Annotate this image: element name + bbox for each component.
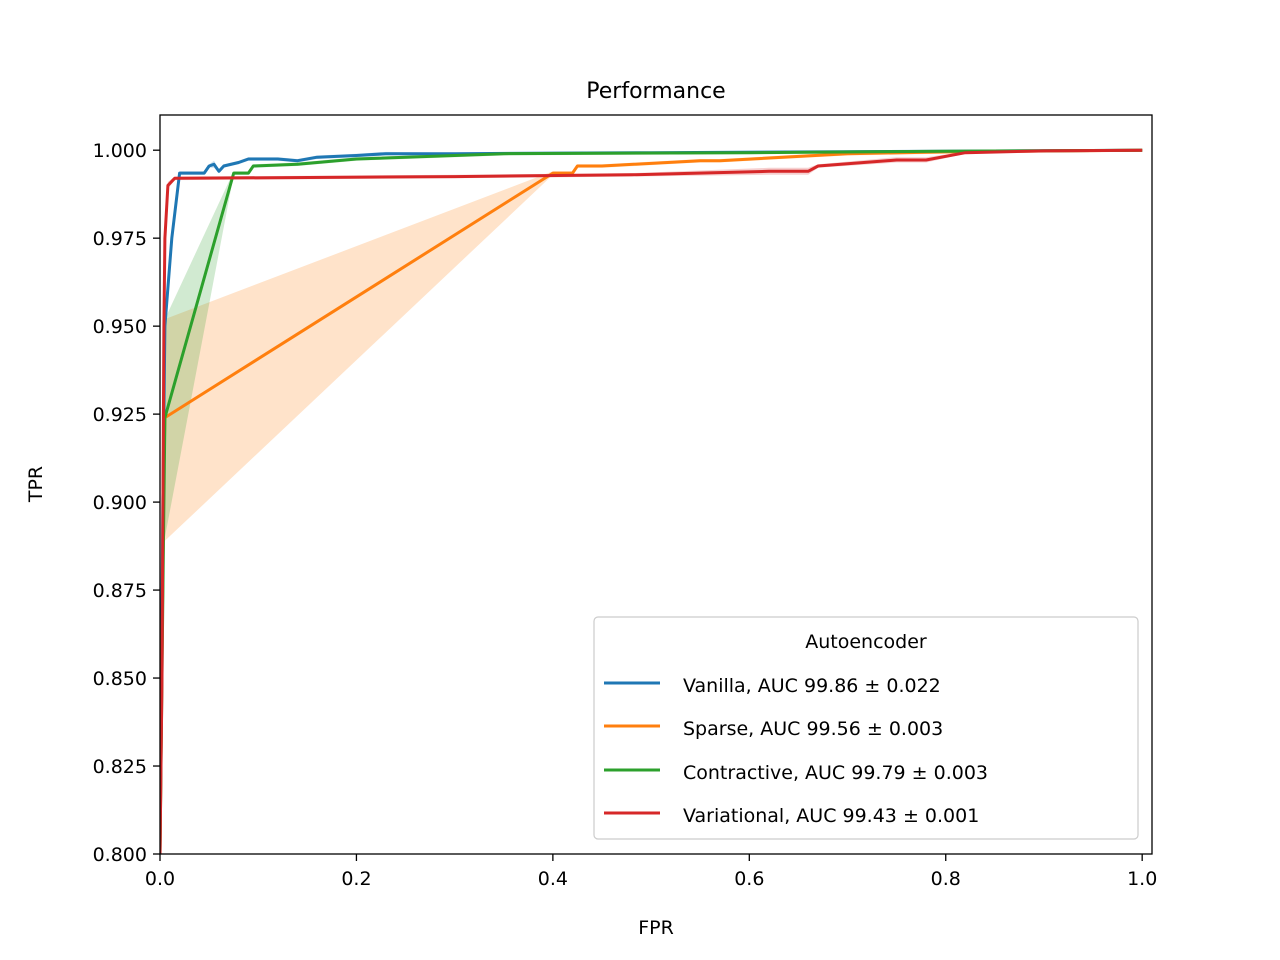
y-tick-label: 0.875	[93, 580, 147, 602]
x-axis-label: FPR	[638, 917, 674, 939]
y-axis-label: TPR	[25, 466, 47, 503]
x-tick-label: 0.4	[538, 868, 568, 890]
x-tick-label: 0.2	[341, 868, 371, 890]
legend-label-contractive: Contractive, AUC 99.79 ± 0.003	[683, 762, 988, 784]
y-tick-label: 0.900	[93, 492, 147, 514]
legend-title: Autoencoder	[805, 631, 927, 653]
legend-label-sparse: Sparse, AUC 99.56 ± 0.003	[683, 718, 943, 740]
x-axis-ticks: 0.0 0.2 0.4 0.6 0.8 1.0	[145, 854, 1157, 890]
x-tick-label: 1.0	[1127, 868, 1157, 890]
y-tick-label: 0.800	[93, 844, 147, 866]
series-lines	[160, 148, 1143, 854]
legend-label-vanilla: Vanilla, AUC 99.86 ± 0.022	[683, 675, 941, 697]
y-tick-label: 0.925	[93, 404, 147, 426]
plot-frame	[159, 114, 1153, 855]
x-tick-label: 0.8	[931, 868, 961, 890]
y-tick-label: 0.850	[93, 668, 147, 690]
x-tick-label: 0.6	[734, 868, 764, 890]
y-tick-label: 1.000	[93, 140, 147, 162]
y-tick-label: 0.975	[93, 228, 147, 250]
chart-title: Performance	[586, 79, 725, 104]
y-tick-label: 0.950	[93, 316, 147, 338]
y-axis-ticks: 0.800 0.825 0.850 0.875 0.900 0.925 0.950 0.975…	[93, 140, 160, 866]
legend-box	[593, 616, 1139, 840]
legend-label-variational: Variational, AUC 99.43 ± 0.001	[683, 805, 979, 827]
legend: Autoencoder Vanilla, AUC 99.86 ± 0.022 S…	[593, 616, 1139, 840]
series-line-variational	[160, 148, 1143, 854]
series-line-vanilla	[160, 148, 1143, 854]
y-tick-label: 0.825	[93, 756, 147, 778]
x-tick-label: 0.0	[145, 868, 175, 890]
